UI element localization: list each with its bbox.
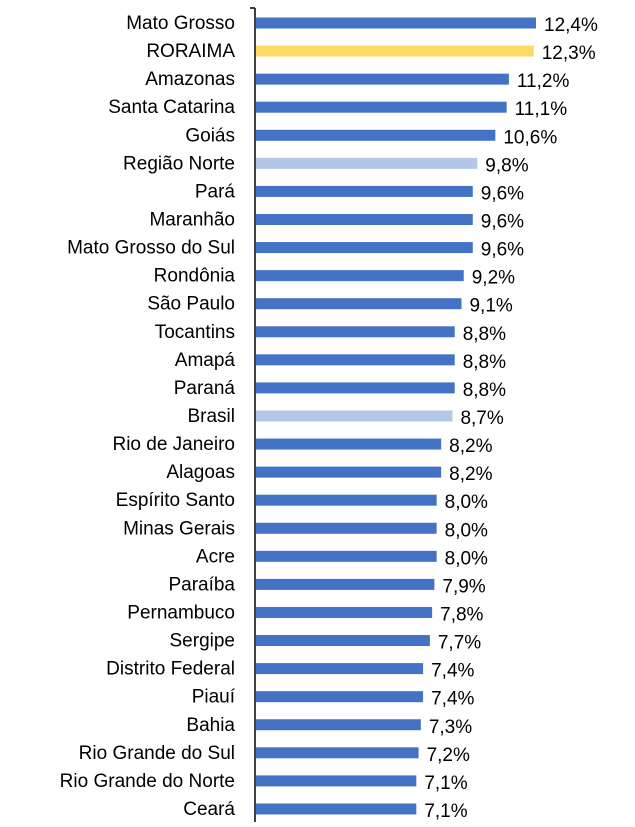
- value-label: 8,8%: [463, 352, 506, 373]
- value-label: 9,2%: [472, 268, 515, 289]
- value-label: 9,6%: [481, 183, 524, 204]
- bar: [256, 73, 509, 85]
- value-label: 8,0%: [445, 520, 488, 541]
- value-label: 8,0%: [445, 492, 488, 513]
- value-label: 9,8%: [485, 155, 528, 176]
- value-label: 7,4%: [431, 661, 474, 682]
- bar: [256, 578, 435, 590]
- value-label: 8,8%: [463, 324, 506, 345]
- category-label: Pernambuco: [127, 602, 235, 623]
- bar: [256, 129, 496, 141]
- bar: [256, 663, 424, 675]
- category-label: RORAIMA: [146, 41, 235, 62]
- bar: [256, 466, 442, 478]
- bar: [256, 775, 417, 787]
- bar: [256, 494, 437, 506]
- bar: [256, 298, 462, 310]
- value-label: 8,8%: [463, 380, 506, 401]
- category-label: Paraná: [174, 378, 236, 399]
- bar: [256, 45, 534, 57]
- category-label: Mato Grosso do Sul: [67, 238, 235, 259]
- value-label: 7,7%: [438, 633, 481, 654]
- value-label: 8,2%: [449, 436, 492, 457]
- bar: [256, 242, 473, 254]
- value-label: 8,2%: [449, 464, 492, 485]
- value-label: 12,4%: [544, 15, 598, 36]
- bar: [256, 747, 419, 759]
- bar: [256, 213, 473, 225]
- bar: [256, 382, 455, 394]
- value-label: 7,1%: [424, 801, 467, 822]
- value-label: 9,1%: [469, 296, 512, 317]
- bar: [256, 157, 478, 169]
- bar: [256, 691, 424, 703]
- bar: [256, 354, 455, 366]
- category-label: Amazonas: [145, 69, 235, 90]
- value-label: 9,6%: [481, 240, 524, 261]
- bar: [256, 410, 453, 422]
- category-label: Mato Grosso: [126, 13, 235, 34]
- bar: [256, 270, 464, 282]
- category-label: Amapá: [175, 350, 236, 371]
- value-label: 12,3%: [542, 43, 596, 64]
- bar: [256, 438, 442, 450]
- value-label: 8,0%: [445, 548, 488, 569]
- value-label: 7,2%: [427, 745, 470, 766]
- value-label: 7,9%: [442, 576, 485, 597]
- category-label: Região Norte: [123, 153, 235, 174]
- bar: [256, 606, 433, 618]
- category-label: São Paulo: [147, 294, 235, 315]
- category-label: Espírito Santo: [116, 490, 235, 511]
- category-label: Rio Grande do Norte: [60, 771, 235, 792]
- category-label: Sergipe: [170, 631, 236, 652]
- value-label: 7,8%: [440, 604, 483, 625]
- bar: [256, 185, 473, 197]
- category-label: Rio Grande do Sul: [79, 743, 235, 764]
- value-label: 7,3%: [429, 717, 472, 738]
- category-label: Alagoas: [166, 462, 235, 483]
- category-label: Rondônia: [154, 266, 236, 287]
- category-label: Goiás: [185, 125, 235, 146]
- category-label: Acre: [196, 546, 235, 567]
- value-label: 9,6%: [481, 212, 524, 233]
- category-label: Brasil: [187, 406, 235, 427]
- category-label: Pará: [195, 181, 236, 202]
- value-label: 11,2%: [517, 71, 570, 92]
- bar: [256, 17, 536, 29]
- bar: [256, 803, 417, 815]
- category-label: Piauí: [192, 687, 236, 708]
- category-label: Santa Catarina: [108, 97, 235, 118]
- category-label: Tocantins: [155, 322, 235, 343]
- bar: [256, 550, 437, 562]
- category-label: Ceará: [183, 799, 235, 820]
- value-label: 11,1%: [515, 99, 568, 120]
- bar: [256, 635, 430, 647]
- category-label: Maranhão: [149, 210, 235, 231]
- value-label: 10,6%: [503, 127, 557, 148]
- category-label: Rio de Janeiro: [112, 434, 235, 455]
- category-label: Minas Gerais: [123, 518, 235, 539]
- value-label: 7,1%: [424, 773, 467, 794]
- category-label: Paraíba: [168, 574, 235, 595]
- category-label: Bahia: [186, 715, 235, 736]
- bar: [256, 522, 437, 534]
- value-label: 8,7%: [460, 408, 503, 429]
- value-label: 7,4%: [431, 689, 474, 710]
- bar: [256, 101, 507, 113]
- category-label: Distrito Federal: [106, 659, 235, 680]
- bar: [256, 719, 421, 731]
- bar: [256, 326, 455, 338]
